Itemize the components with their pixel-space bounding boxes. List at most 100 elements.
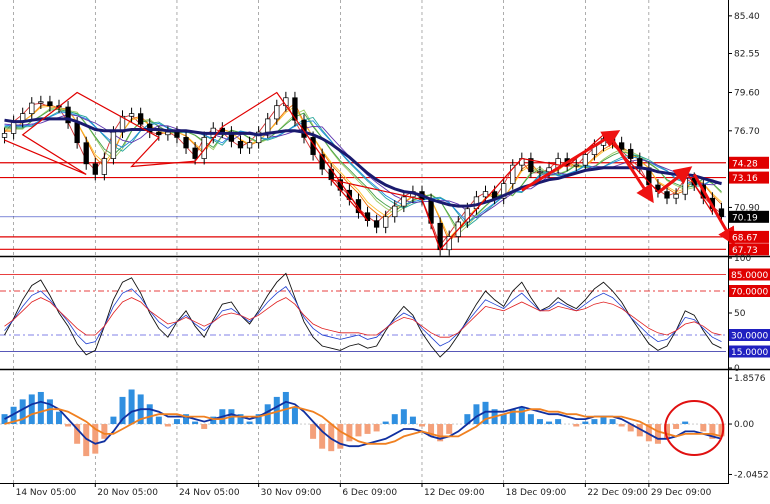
macd-tick-label: -2.0452 [734,470,769,480]
macd-histogram-bar [273,396,280,425]
candle-body [1,133,8,138]
macd-histogram-bar [201,424,208,429]
candle-body [537,171,543,174]
level-label-box [729,230,769,243]
candle-body [301,119,307,138]
macd-histogram-bar [119,396,126,425]
macd-histogram-bar [709,424,716,439]
candle-body [401,196,407,207]
oscillator-level-box [729,329,770,341]
macd-histogram-bar [428,424,435,437]
macd-histogram-bar [654,424,661,444]
macd-histogram-bar [509,409,516,425]
candle-body [546,167,552,173]
macd-series-line [4,405,722,445]
macd-histogram-bar [55,411,62,425]
candle-body [664,191,670,199]
candle-body [628,148,634,159]
time-tick-label: 29 Dec 09:00 [651,488,712,498]
candle-body [355,199,362,214]
macd-histogram-bar [19,399,26,425]
candle-body [274,105,280,120]
candle-body [192,147,198,159]
macd-histogram-bar [609,419,616,425]
time-tick-label: 20 Nov 05:00 [97,488,158,498]
oscillator-level-box [729,268,770,281]
macd-histogram-bar [600,416,607,425]
candle-body [392,205,398,218]
candle-body [201,137,207,159]
price-tick-label: 85.40 [734,12,760,22]
candle-body [165,131,171,136]
candle-body [65,106,71,124]
candle-body [510,164,516,185]
macd-histogram-bar [418,424,425,427]
candle-body [38,101,44,104]
candle-body [174,131,180,138]
macd-histogram-bar [173,419,180,425]
candle-body [265,118,271,133]
macd-histogram-bar [464,414,471,425]
oscillator-level-label: 85.0000 [731,271,768,281]
macd-histogram-bar [364,424,371,434]
candle-body [183,137,189,149]
macd-histogram-bar [255,414,262,425]
price-tick-label: 82.55 [734,50,760,60]
macd-histogram-bar [337,424,344,449]
macd-histogram-bar [237,414,244,425]
macd-histogram-bar [101,424,108,439]
macd-histogram-bar [673,424,680,429]
candle-body [718,208,725,218]
macd-histogram-bar [155,416,162,425]
oscillator-level-label: 70.0000 [731,288,768,298]
oscillator-tick-label: 0 [734,364,740,374]
candle-body [292,97,298,121]
macd-histogram-bar [573,424,580,427]
trend-arrow [521,130,621,192]
time-tick-label: 18 Dec 09:00 [506,488,567,498]
time-tick-label: 22 Dec 09:00 [587,488,648,498]
candle-body [110,131,117,159]
macd-histogram-bar [110,416,117,425]
level-label: 70.19 [732,213,758,223]
macd-histogram-bar [446,424,453,434]
macd-histogram-bar [482,401,489,425]
macd-histogram-bar [582,421,589,425]
time-tick-label: 12 Dec 09:00 [424,488,485,498]
price-tick-label: 70.90 [734,203,760,213]
candle-body [446,236,452,251]
macd-histogram-bar [527,414,534,425]
macd-histogram-bar [46,399,53,425]
macd-histogram-bar [355,424,362,437]
macd-histogram-bar [128,389,135,425]
level-label: 73.16 [732,174,758,184]
candle-body [237,141,244,149]
macd-histogram-bar [65,424,72,427]
candle-body [464,208,471,223]
candle-body [101,158,108,175]
time-tick-label: 30 Nov 09:00 [261,488,322,498]
price-tick-label: 76.70 [734,127,760,137]
candle-body [373,220,380,228]
macd-histogram-bar [645,424,652,442]
macd-histogram-bar [682,421,689,425]
level-label: 74.28 [732,159,758,169]
level-label: 68.67 [732,233,758,243]
oscillator-tick-label: 50 [734,309,746,319]
macd-histogram-bar [536,419,543,425]
highlight-circle [664,400,725,457]
candle-body [10,121,17,134]
macd-histogram-bar [382,421,389,425]
candle-body [74,122,80,144]
level-label: 67.73 [732,246,758,256]
macd-histogram-bar [546,421,553,425]
time-tick-label: 24 Nov 05:00 [179,488,240,498]
ma-ribbon-line [4,108,722,231]
candle-body [83,142,89,165]
macd-histogram-bar [627,424,634,432]
macd-histogram-bar [437,424,444,442]
candle-body [319,154,325,170]
macd-histogram-bar [74,424,81,444]
